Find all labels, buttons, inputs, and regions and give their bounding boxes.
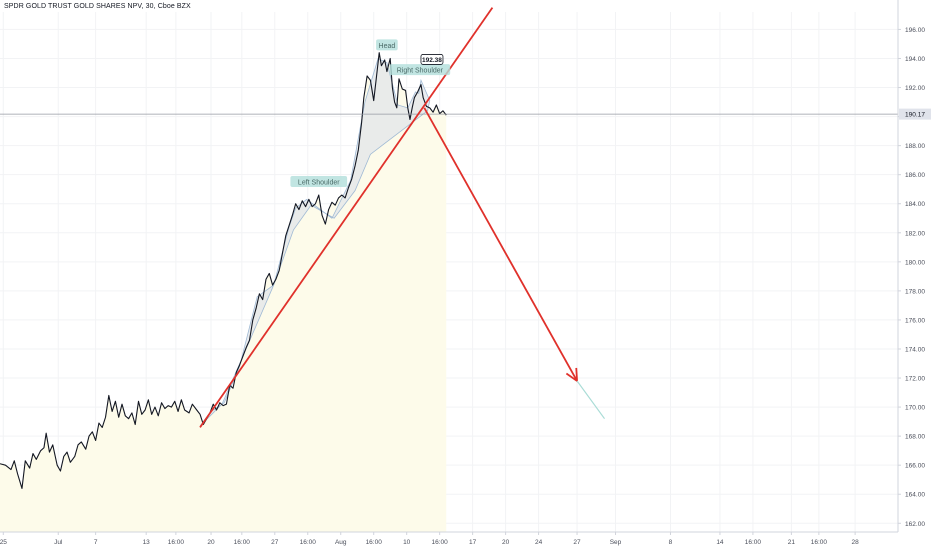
price-badge-text: 192.38 — [422, 57, 442, 64]
x-tick-label: 17 — [469, 539, 477, 546]
current-price-axis-text: 190.17 — [905, 112, 925, 119]
price-series-line — [0, 52, 447, 489]
pattern-label-box — [389, 64, 451, 76]
x-tick-label: 24 — [535, 539, 543, 546]
y-tick-label: 196.00 — [905, 27, 925, 34]
pattern-layer — [199, 57, 431, 427]
price-area-fill — [0, 52, 447, 533]
projection-tail — [576, 380, 606, 420]
symbol-title: SPDR GOLD TRUST GOLD SHARES NPV, 30, Cbo… — [4, 3, 191, 10]
y-tick-label: 172.00 — [905, 376, 925, 383]
y-tick-label: 188.00 — [905, 143, 925, 150]
y-tick-label: 180.00 — [905, 259, 925, 266]
pattern-label-text: Right Shoulder — [397, 68, 444, 75]
y-tick-label: 178.00 — [905, 288, 925, 295]
annotation-layer: Head Right Shoulder Left Shoulder 192.38 — [290, 39, 451, 187]
pattern-label: Right Shoulder — [389, 64, 451, 76]
y-tick-label: 186.00 — [905, 172, 925, 179]
x-tick-label: 28 — [852, 539, 860, 546]
y-tick-label: 162.00 — [905, 521, 925, 528]
x-tick-label: 21 — [788, 539, 796, 546]
x-tick-label: 16:00 — [234, 539, 251, 546]
pattern-label: Head — [376, 39, 398, 51]
pattern-label-text: Head — [379, 43, 396, 50]
x-tick-label: 16:00 — [432, 539, 449, 546]
price-layer — [0, 52, 447, 489]
y-tick-label: 174.00 — [905, 346, 925, 353]
pattern-label-box — [376, 39, 398, 51]
x-tick-label: 14 — [716, 539, 724, 546]
drawing-layer — [0, 7, 898, 428]
x-tick-label: 16:00 — [811, 539, 828, 546]
x-tick-label: 20 — [207, 539, 215, 546]
price-badge: 192.38 — [420, 54, 444, 65]
y-tick-label: 176.00 — [905, 317, 925, 324]
x-tick-label: 27 — [573, 539, 581, 546]
pattern-label-box — [290, 175, 348, 187]
current-price-axis-box — [899, 108, 931, 120]
y-tick-label: 170.00 — [905, 405, 925, 412]
price-badge-box — [420, 54, 444, 65]
x-tick-label: 16:00 — [168, 539, 185, 546]
pattern-region — [199, 57, 431, 427]
pattern-label-text: Left Shoulder — [298, 179, 340, 186]
trendline — [199, 7, 494, 428]
x-tick-label: 7 — [94, 539, 98, 546]
y-tick-label: 194.00 — [905, 56, 925, 63]
pattern-label: Left Shoulder — [290, 175, 348, 187]
x-tick-label: 16:00 — [300, 539, 317, 546]
y-tick-label: 164.00 — [905, 492, 925, 499]
area-layer — [0, 52, 447, 533]
x-tick-label: Aug — [335, 539, 347, 546]
x-tick-label: 8 — [669, 539, 673, 546]
y-tick-label: 192.00 — [905, 85, 925, 92]
current-price-axis-badge: 190.17 — [899, 108, 931, 120]
x-tick-label: 20 — [502, 539, 510, 546]
y-tick-label: 166.00 — [905, 463, 925, 470]
x-tick-label: Sep — [610, 539, 622, 546]
projection-arrow-line — [423, 107, 578, 382]
x-tick-label: 27 — [271, 539, 279, 546]
y-tick-label: 168.00 — [905, 434, 925, 441]
y-tick-label: 182.00 — [905, 230, 925, 237]
x-tick-label: 25 — [0, 539, 7, 546]
x-tick-label: Jul — [54, 539, 63, 546]
y-tick-label: 184.00 — [905, 201, 925, 208]
x-tick-label: 10 — [403, 539, 411, 546]
x-tick-label: 16:00 — [745, 539, 762, 546]
x-tick-label: 13 — [143, 539, 151, 546]
x-tick-label: 16:00 — [366, 539, 383, 546]
